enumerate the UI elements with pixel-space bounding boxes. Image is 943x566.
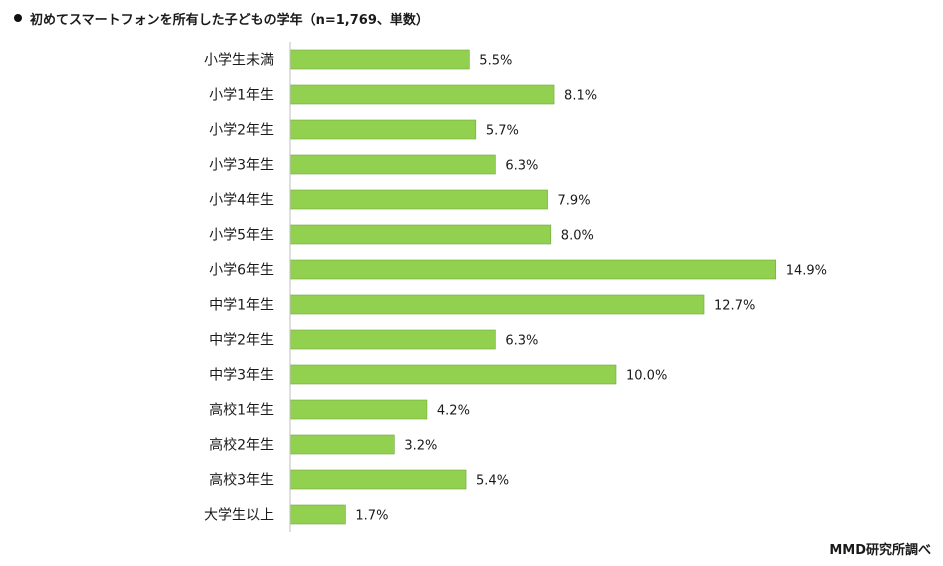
value-label: 8.1%: [564, 89, 597, 104]
value-label: 1.7%: [355, 509, 388, 524]
value-label: 5.7%: [486, 124, 519, 139]
bar: [289, 189, 548, 210]
category-label: 小学生未満: [204, 53, 274, 69]
category-label: 高校3年生: [209, 472, 274, 489]
category-label: 中学3年生: [209, 368, 274, 384]
bar: [289, 154, 496, 175]
bar: [289, 224, 552, 245]
bar: [289, 399, 428, 420]
value-label: 6.3%: [505, 334, 538, 349]
bar: [289, 119, 477, 140]
bar: [289, 504, 346, 525]
category-label: 小学3年生: [209, 158, 274, 174]
category-label: 高校1年生: [209, 402, 274, 419]
source-credit: MMD研究所調べ: [829, 543, 931, 558]
category-label: 小学6年生: [209, 263, 274, 279]
value-label: 5.5%: [479, 54, 512, 69]
category-label: 小学5年生: [209, 228, 274, 244]
bar: [289, 329, 496, 350]
category-label: 小学2年生: [209, 123, 274, 139]
bullet-icon: [14, 14, 22, 22]
value-label: 5.4%: [476, 474, 509, 489]
value-label: 6.3%: [505, 159, 538, 174]
value-label: 3.2%: [404, 439, 437, 454]
chart-title-row: 初めてスマートフォンを所有した子どもの学年（n=1,769、単数）: [14, 7, 429, 29]
bars-layer: 小学生未満 5.5% 小学1年生 8.1% 小学2年生 5.7% 小学3年生 6.3% 小学4年…: [204, 49, 827, 525]
category-label: 高校2年生: [209, 437, 274, 454]
value-label: 14.9%: [786, 264, 827, 279]
category-label: 中学2年生: [209, 333, 274, 349]
bar: [289, 294, 705, 315]
value-label: 8.0%: [561, 229, 594, 244]
chart-title: 初めてスマートフォンを所有した子どもの学年（n=1,769、単数）: [30, 12, 429, 28]
category-label: 小学4年生: [209, 193, 274, 209]
category-label: 大学生以上: [204, 508, 274, 524]
value-label: 12.7%: [714, 299, 755, 314]
category-label: 中学1年生: [209, 298, 274, 314]
value-label: 4.2%: [437, 404, 470, 419]
bar: [289, 49, 470, 70]
bar: [289, 364, 617, 385]
value-label: 7.9%: [558, 194, 591, 209]
bar: [289, 469, 467, 490]
bar: [289, 434, 395, 455]
value-label: 10.0%: [626, 369, 667, 384]
bar: [289, 84, 555, 105]
bar: [289, 259, 777, 280]
category-label: 小学1年生: [209, 88, 274, 104]
